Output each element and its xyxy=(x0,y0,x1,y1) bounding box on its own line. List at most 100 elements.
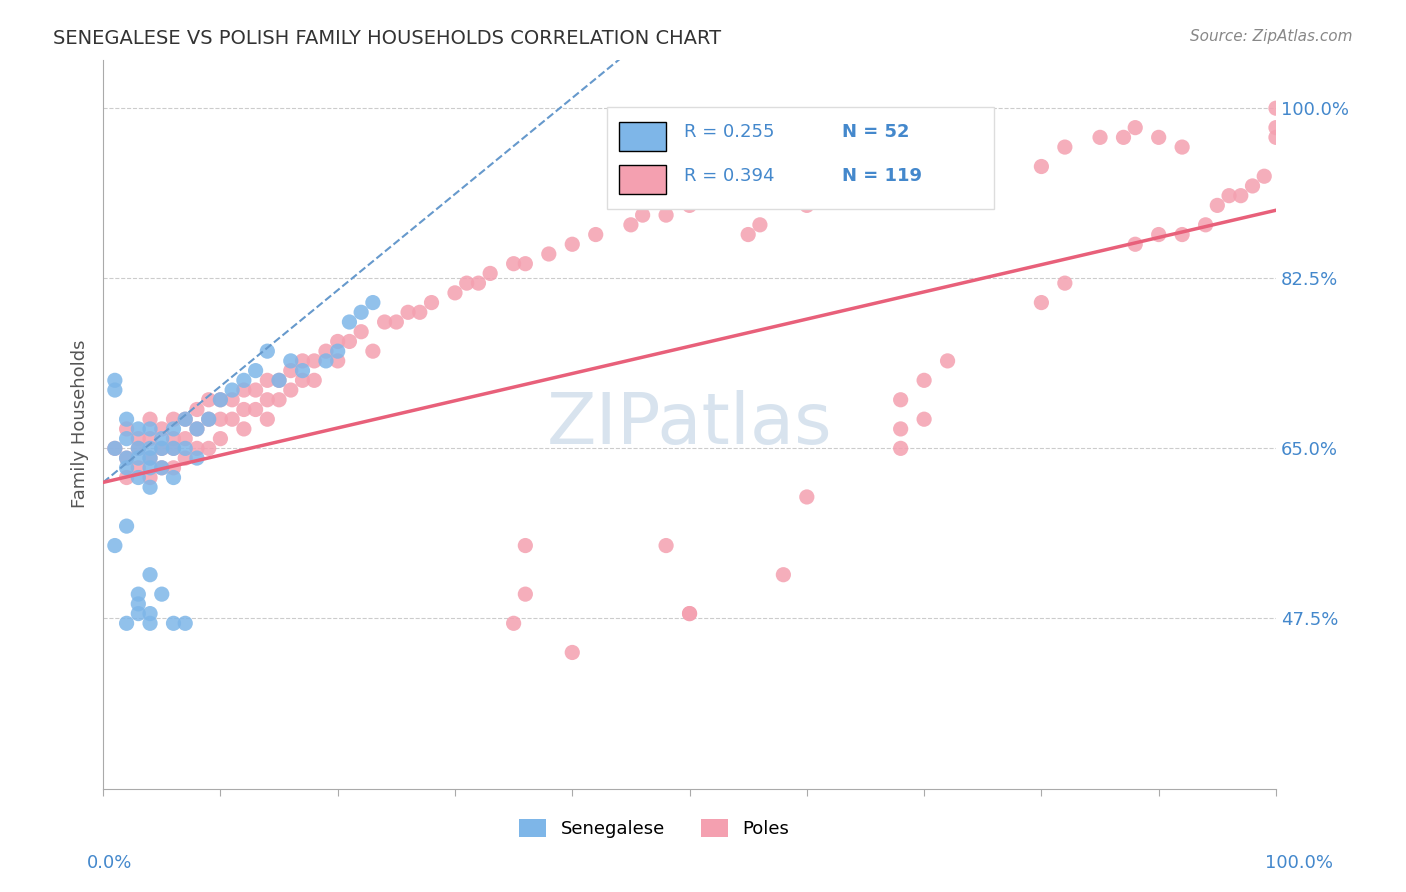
Point xyxy=(631,208,654,222)
Point xyxy=(186,422,208,436)
Point xyxy=(1123,237,1146,252)
Point xyxy=(1147,130,1170,145)
Point xyxy=(385,315,408,329)
Point xyxy=(678,188,700,202)
Point xyxy=(1053,140,1076,154)
Point xyxy=(256,373,278,387)
Text: ZIPatlas: ZIPatlas xyxy=(547,390,832,458)
Text: R = 0.394: R = 0.394 xyxy=(683,167,775,186)
Point xyxy=(456,276,478,290)
Point xyxy=(174,432,197,446)
Point xyxy=(115,451,138,466)
Point xyxy=(150,460,173,475)
Point xyxy=(115,470,138,484)
Point xyxy=(174,616,197,631)
Point xyxy=(1265,101,1288,115)
Point xyxy=(302,373,325,387)
Point xyxy=(291,373,314,387)
Text: 100.0%: 100.0% xyxy=(1265,855,1333,872)
Point xyxy=(374,315,396,329)
Point xyxy=(209,432,232,446)
Point xyxy=(150,460,173,475)
Point xyxy=(186,442,208,456)
Point xyxy=(139,451,162,466)
Point xyxy=(139,460,162,475)
Bar xyxy=(607,107,994,209)
Point xyxy=(1147,227,1170,242)
Point xyxy=(197,412,219,426)
Point xyxy=(150,432,173,446)
Point xyxy=(256,344,278,359)
Point xyxy=(291,354,314,368)
Point xyxy=(115,616,138,631)
Point xyxy=(150,442,173,456)
Point xyxy=(302,354,325,368)
FancyBboxPatch shape xyxy=(619,165,666,194)
Point xyxy=(162,422,184,436)
Point xyxy=(467,276,489,290)
Point xyxy=(936,354,959,368)
Point xyxy=(162,432,184,446)
Point xyxy=(256,392,278,407)
Point xyxy=(350,325,373,339)
Point xyxy=(396,305,419,319)
Point xyxy=(972,160,994,174)
Point xyxy=(1265,130,1288,145)
Point xyxy=(267,392,290,407)
Point xyxy=(104,383,127,397)
Point xyxy=(104,442,127,456)
Point xyxy=(561,645,583,659)
Point xyxy=(127,432,149,446)
Point xyxy=(1241,178,1264,193)
Point xyxy=(890,442,912,456)
Point xyxy=(479,267,502,281)
Point xyxy=(361,344,384,359)
Point xyxy=(127,587,149,601)
Point xyxy=(186,402,208,417)
Point xyxy=(104,442,127,456)
Point xyxy=(585,227,607,242)
Point xyxy=(115,460,138,475)
Point xyxy=(280,383,302,397)
Point xyxy=(139,451,162,466)
Point xyxy=(232,383,254,397)
Point xyxy=(912,373,935,387)
Point xyxy=(186,451,208,466)
Point xyxy=(890,392,912,407)
Point xyxy=(197,392,219,407)
Point xyxy=(162,460,184,475)
Point xyxy=(127,451,149,466)
Point xyxy=(820,188,842,202)
Point xyxy=(796,198,818,212)
Point xyxy=(678,198,700,212)
Point xyxy=(361,295,384,310)
Point xyxy=(139,616,162,631)
Point xyxy=(104,373,127,387)
Point xyxy=(561,237,583,252)
Point xyxy=(139,480,162,494)
Point xyxy=(139,607,162,621)
Point xyxy=(162,616,184,631)
Point xyxy=(339,334,361,349)
Point xyxy=(186,422,208,436)
Point xyxy=(115,412,138,426)
Point xyxy=(150,587,173,601)
Point xyxy=(139,432,162,446)
Point xyxy=(326,354,349,368)
Point xyxy=(890,178,912,193)
Point xyxy=(174,442,197,456)
Point xyxy=(1031,295,1053,310)
Point xyxy=(1053,276,1076,290)
Point xyxy=(232,402,254,417)
Point xyxy=(267,373,290,387)
Point xyxy=(127,470,149,484)
Point xyxy=(1253,169,1275,184)
Point xyxy=(1194,218,1216,232)
Point xyxy=(115,422,138,436)
Point xyxy=(127,597,149,611)
Point xyxy=(409,305,432,319)
Point xyxy=(174,412,197,426)
Point xyxy=(315,354,337,368)
Text: N = 52: N = 52 xyxy=(842,123,910,142)
Point xyxy=(912,412,935,426)
